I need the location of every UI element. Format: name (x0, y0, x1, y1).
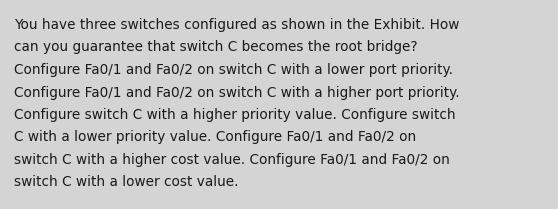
Text: You have three switches configured as shown in the Exhibit. How: You have three switches configured as sh… (14, 18, 459, 32)
Text: Configure Fa0/1 and Fa0/2 on switch C with a higher port priority.: Configure Fa0/1 and Fa0/2 on switch C wi… (14, 85, 460, 99)
Text: switch C with a higher cost value. Configure Fa0/1 and Fa0/2 on: switch C with a higher cost value. Confi… (14, 153, 450, 167)
Text: switch C with a lower cost value.: switch C with a lower cost value. (14, 176, 238, 190)
Text: can you guarantee that switch C becomes the root bridge?: can you guarantee that switch C becomes … (14, 41, 417, 55)
Text: Configure switch C with a higher priority value. Configure switch: Configure switch C with a higher priorit… (14, 108, 456, 122)
Text: C with a lower priority value. Configure Fa0/1 and Fa0/2 on: C with a lower priority value. Configure… (14, 130, 416, 144)
Text: Configure Fa0/1 and Fa0/2 on switch C with a lower port priority.: Configure Fa0/1 and Fa0/2 on switch C wi… (14, 63, 453, 77)
